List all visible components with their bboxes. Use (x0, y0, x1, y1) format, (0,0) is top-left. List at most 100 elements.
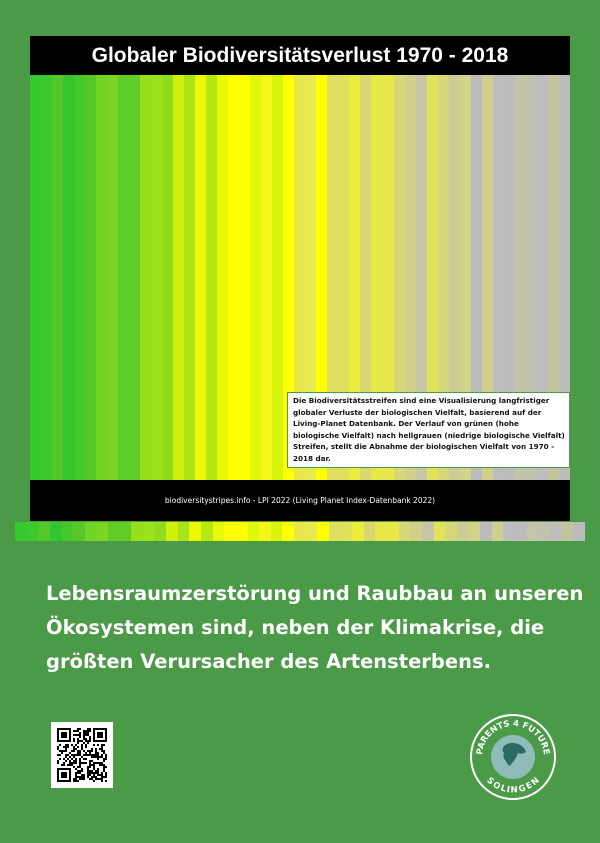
stripe-1985 (189, 522, 201, 541)
stripe-1990 (250, 75, 262, 480)
stripe-1985 (195, 75, 207, 480)
stripe-2016 (549, 522, 562, 541)
stripe-2001 (371, 75, 383, 480)
stripe-1974 (74, 75, 86, 480)
stripe-2008 (456, 522, 469, 541)
stripe-2004 (410, 522, 422, 541)
headline-line: Ökosystemen sind, neben der Klimakrise, … (46, 616, 545, 639)
stripe-1987 (217, 75, 229, 480)
parents-4-future-logo: PARENTS 4 FUTURE SOLINGEN (468, 712, 558, 806)
stripe-1988 (228, 75, 240, 480)
stripe-1970 (15, 522, 27, 541)
stripe-2010 (480, 522, 492, 541)
stripe-1991 (261, 75, 273, 480)
stripe-1980 (131, 522, 143, 541)
stripe-1984 (184, 75, 196, 480)
biodiversity-stripes (30, 75, 570, 480)
stripe-1996 (317, 522, 329, 541)
stripe-2011 (491, 522, 504, 541)
stripe-2004 (404, 75, 416, 480)
qr-code[interactable] (51, 722, 113, 788)
stripe-1993 (282, 522, 294, 541)
stripe-2017 (547, 75, 559, 480)
stripe-1972 (38, 522, 50, 541)
stripe-2006 (426, 75, 438, 480)
stripe-1994 (294, 75, 306, 480)
stripe-2003 (393, 75, 405, 480)
source-bar: biodiversitystripes.info - LPI 2022 (Liv… (30, 480, 570, 521)
stripe-2000 (363, 522, 376, 541)
stripe-1992 (272, 75, 284, 480)
stripe-1973 (63, 75, 75, 480)
stripe-2016 (536, 75, 548, 480)
stripe-1974 (61, 522, 74, 541)
stripe-2008 (448, 75, 460, 480)
stripe-1992 (270, 522, 283, 541)
stripe-2017 (561, 522, 573, 541)
headline: Lebensraumzerstörung und Raubbau an unse… (46, 577, 586, 679)
stripe-1983 (166, 522, 178, 541)
stripe-2014 (514, 75, 526, 480)
stripes-reflection (15, 522, 585, 541)
stripe-1997 (328, 522, 341, 541)
stripe-1972 (52, 75, 64, 480)
stripe-1976 (84, 522, 97, 541)
stripe-1977 (107, 75, 119, 480)
stripe-2013 (514, 522, 527, 541)
stripe-1986 (206, 75, 218, 480)
stripe-2009 (459, 75, 471, 480)
stripe-2015 (538, 522, 550, 541)
stripe-1994 (294, 522, 306, 541)
stripe-1977 (96, 522, 108, 541)
stripe-2014 (526, 522, 539, 541)
stripe-2000 (360, 75, 372, 480)
stripe-2002 (382, 75, 394, 480)
stripe-1982 (162, 75, 174, 480)
stripe-2010 (470, 75, 482, 480)
stripe-1999 (352, 522, 364, 541)
stripe-1973 (49, 522, 62, 541)
stripe-1995 (305, 75, 317, 480)
stripe-2007 (437, 75, 449, 480)
stripe-2006 (433, 522, 446, 541)
stripe-1995 (305, 522, 318, 541)
stripe-1984 (177, 522, 190, 541)
stripe-1981 (151, 75, 163, 480)
stripe-2005 (421, 522, 434, 541)
stripe-2012 (503, 522, 515, 541)
poster-title: Globaler Biodiversitätsverlust 1970 - 20… (30, 36, 570, 75)
stripe-2002 (387, 522, 399, 541)
stripe-2018 (573, 522, 585, 541)
stripe-1988 (224, 522, 236, 541)
stripe-1989 (239, 75, 251, 480)
stripe-2011 (481, 75, 493, 480)
stripe-1975 (73, 522, 85, 541)
stripe-2009 (468, 522, 480, 541)
stripe-2005 (415, 75, 427, 480)
stripe-1998 (340, 522, 353, 541)
stripe-1975 (85, 75, 97, 480)
headline-line: größten Verursacher des Artensterbens. (46, 650, 491, 673)
stripe-1998 (338, 75, 350, 480)
stripe-2007 (445, 522, 457, 541)
stripe-1996 (316, 75, 328, 480)
stripe-1978 (118, 75, 130, 480)
stripe-1978 (108, 522, 120, 541)
stripe-1987 (212, 522, 225, 541)
stripe-2003 (398, 522, 411, 541)
stripe-1997 (327, 75, 339, 480)
stripe-1993 (283, 75, 295, 480)
stripe-1971 (26, 522, 39, 541)
headline-line: Lebensraumzerstörung und Raubbau an unse… (46, 582, 584, 605)
stripe-1971 (41, 75, 53, 480)
stripe-1986 (201, 522, 213, 541)
stripe-1983 (173, 75, 185, 480)
stripe-1990 (247, 522, 260, 541)
stripe-1970 (30, 75, 42, 480)
info-box: Die Biodiversitätsstreifen sind eine Vis… (287, 392, 570, 468)
stripe-1999 (349, 75, 361, 480)
stripe-1976 (96, 75, 108, 480)
stripe-2012 (492, 75, 504, 480)
stripe-1989 (235, 522, 248, 541)
stripe-1981 (142, 522, 155, 541)
